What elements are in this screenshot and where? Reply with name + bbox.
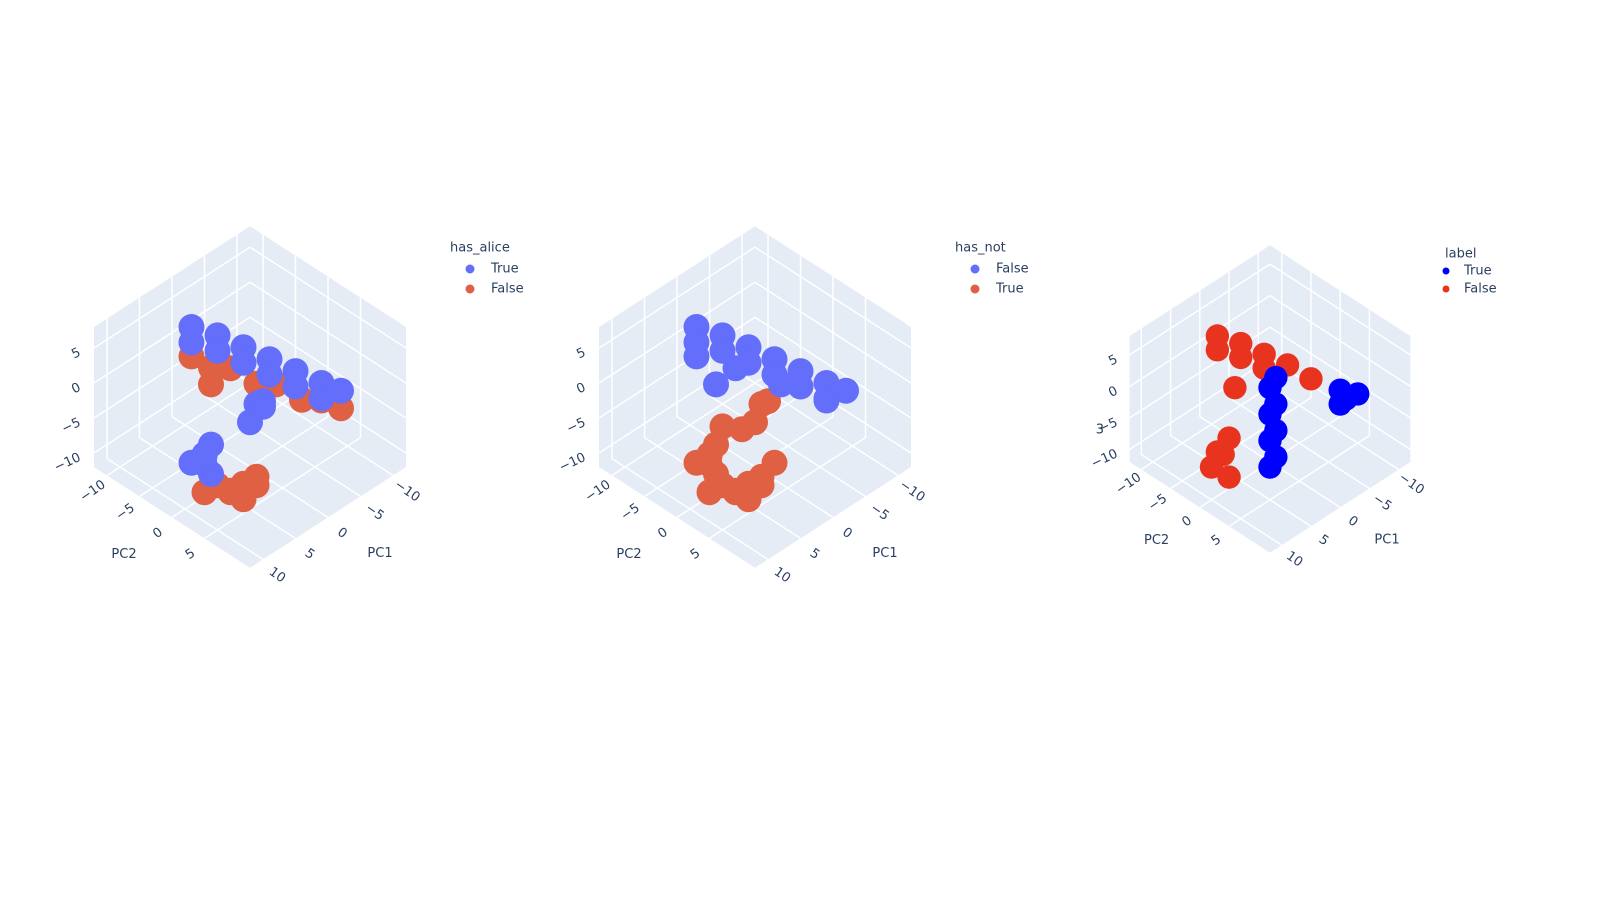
grid-line — [249, 246, 407, 349]
x-axis-title: PC1 — [367, 546, 392, 561]
point — [282, 373, 309, 400]
point — [813, 387, 840, 414]
x-axis-title: PC1 — [872, 546, 897, 561]
grid-line — [93, 281, 251, 384]
point — [748, 472, 775, 499]
legend-label: False — [1464, 282, 1497, 297]
point — [1328, 392, 1352, 416]
point — [178, 329, 205, 356]
point — [198, 371, 224, 398]
y-axis-title: PC2 — [616, 547, 641, 562]
point — [761, 449, 788, 476]
chart-panel: −10−50510−10−505−10−505PC1PC2has_aliceTr… — [52, 226, 524, 586]
point — [204, 337, 231, 364]
y-axis-title: PC2 — [1144, 533, 1169, 548]
point — [1229, 345, 1253, 370]
point — [696, 441, 723, 468]
point — [230, 349, 257, 376]
chart-panel: −10−50510−10−505−10−505PC1PC23labelTrueF… — [1089, 245, 1497, 570]
point — [833, 377, 859, 404]
grid-line — [1269, 295, 1411, 388]
legend-marker — [970, 284, 980, 294]
z-axis-title: 3 — [1096, 423, 1104, 438]
grid-line — [1228, 434, 1370, 527]
point — [1264, 445, 1288, 469]
grid-line — [249, 281, 407, 384]
point — [250, 393, 276, 420]
z-tick-label: −5 — [564, 415, 588, 437]
z-tick-label: −5 — [59, 415, 83, 437]
legend-label: False — [996, 262, 1029, 277]
legend-marker — [1442, 267, 1450, 275]
grid-line — [1170, 397, 1312, 490]
grid-line — [611, 373, 769, 477]
grid-line — [106, 373, 264, 477]
grid-line — [598, 281, 756, 384]
point — [256, 361, 283, 388]
grid-line — [1269, 263, 1411, 356]
point — [308, 385, 335, 412]
legend-marker — [465, 264, 475, 274]
point — [1205, 338, 1230, 362]
legend-label: False — [491, 282, 524, 297]
y-axis-title: PC2 — [111, 547, 136, 562]
point — [1205, 440, 1230, 464]
point — [1264, 418, 1288, 443]
point — [328, 377, 354, 404]
point — [1223, 375, 1247, 400]
point — [722, 355, 749, 382]
grid-line — [204, 436, 361, 540]
grid-line — [1140, 378, 1283, 471]
legend-title: label — [1445, 247, 1476, 262]
grid-line — [709, 436, 866, 540]
grid-line — [93, 246, 251, 349]
grid-line — [1129, 263, 1271, 356]
x-axis-title: PC1 — [1374, 532, 1399, 547]
point — [1299, 367, 1323, 391]
legend-label: True — [490, 262, 519, 277]
legend-label: True — [995, 282, 1024, 297]
point — [1264, 365, 1288, 390]
grid-line — [598, 246, 756, 349]
grid-line — [1129, 358, 1271, 451]
legend-title: has_not — [955, 241, 1006, 256]
point — [709, 472, 736, 499]
point — [729, 416, 755, 443]
point — [683, 343, 710, 370]
legend-marker — [1442, 285, 1450, 293]
grid-line — [1269, 326, 1411, 419]
point — [191, 441, 218, 468]
legend-marker — [970, 264, 980, 274]
point — [787, 373, 814, 400]
chart-panel: −10−50510−10−505−10−505PC1PC2has_notFals… — [557, 226, 1029, 586]
point — [709, 413, 736, 440]
point — [243, 472, 270, 499]
legend-label: True — [1463, 264, 1492, 279]
grid-line — [249, 316, 407, 419]
grid-line — [1129, 295, 1271, 388]
grid-line — [754, 316, 912, 419]
grid-line — [754, 281, 912, 384]
point — [768, 371, 794, 398]
legend-title: has_alice — [450, 241, 510, 256]
point — [1346, 382, 1370, 406]
point — [703, 371, 729, 398]
point — [1264, 392, 1288, 416]
point — [1217, 465, 1241, 489]
grid-line — [754, 246, 912, 349]
z-tick-label: −5 — [1096, 415, 1120, 437]
legend-marker — [465, 284, 475, 294]
